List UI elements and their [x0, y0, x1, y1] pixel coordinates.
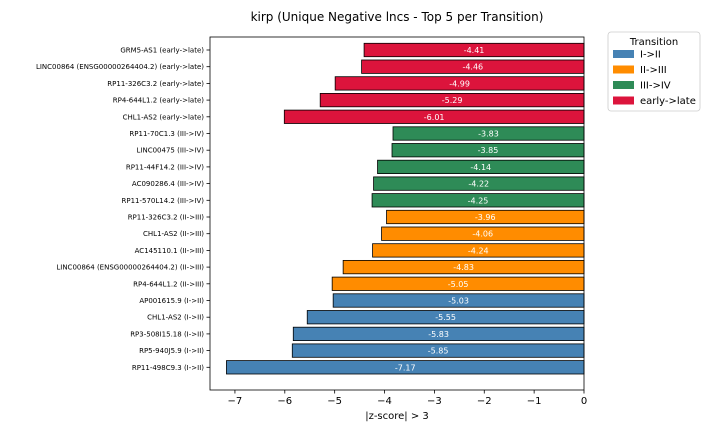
legend-entries: I->II II->III III->IV early->late [613, 50, 696, 107]
y-tick-label: RP3-508I15.18 (I->II) [130, 330, 204, 338]
bar-value-label: -7.17 [395, 363, 416, 372]
x-tick-label: −3 [427, 396, 442, 407]
y-tick-label: CHL1-AS2 (II->III) [143, 230, 204, 238]
x-tick-label: −2 [477, 396, 492, 407]
y-tick-label: AP001615.9 (I->II) [139, 297, 204, 305]
y-tick-label: GRM5-AS1 (early->late) [120, 47, 204, 55]
x-axis-label: |z-score| > 3 [365, 411, 429, 422]
legend-entry-label: I->II [640, 50, 661, 61]
x-tick-label: 0 [581, 396, 587, 407]
legend-swatch [613, 96, 634, 105]
chart-title: kirp (Unique Negative lncs - Top 5 per T… [251, 10, 544, 24]
bar-value-label: -5.83 [428, 330, 449, 339]
bar-value-label: -4.99 [449, 79, 470, 88]
y-tick-label: CHL1-AS2 (I->II) [147, 314, 204, 322]
bar-value-label: -5.85 [428, 347, 449, 356]
bar-value-label: -4.25 [468, 196, 489, 205]
legend-entry-label: early->late [640, 96, 696, 107]
y-tick-label: CHL1-AS2 (early->late) [123, 113, 205, 121]
x-axis: −7 −6 −5 −4 −3 −2 −1 0 [228, 390, 587, 407]
y-axis: GRM5-AS1 (early->late) LINC00864 (ENSG000… [36, 47, 210, 372]
bar-value-label: -4.46 [462, 63, 483, 72]
y-tick-label: RP11-326C3.2 (early->late) [107, 80, 204, 88]
legend-swatch [613, 50, 634, 58]
x-tick-label: −1 [527, 396, 542, 407]
y-tick-label: RP5-940J5.9 (I->II) [139, 347, 204, 355]
legend-swatch [613, 81, 634, 89]
legend-swatch [613, 65, 634, 74]
bar-value-label: -5.29 [442, 96, 463, 105]
bar-value-label: -4.22 [468, 180, 489, 189]
y-tick-label: RP11-326C3.2 (II->III) [128, 214, 205, 222]
y-tick-label: RP4-644L1.2 (II->III) [133, 280, 204, 288]
bar-value-label: -5.55 [435, 313, 456, 322]
legend-entry-label: III->IV [640, 81, 671, 92]
y-tick-label: RP11-44F14.2 (III->IV) [126, 163, 204, 171]
y-tick-label: LINC00864 (ENSG00000264404.2) (early->la… [36, 63, 204, 71]
bar-value-label: -4.24 [468, 246, 489, 255]
y-tick-label: LINC00864 (ENSG00000264404.2) (II->III) [56, 264, 204, 272]
y-tick-label: AC090286.4 (III->IV) [132, 180, 204, 188]
bar-value-label: -4.14 [470, 163, 491, 172]
y-tick-label: RP11-498C9.3 (I->II) [132, 364, 204, 372]
bar-value-label: -3.83 [478, 130, 499, 139]
value-labels-layer: -4.41 -4.46 -4.99 -5.29 -6.01 -3.83 -3.85 -4.14… [395, 46, 499, 372]
bar-value-label: -5.05 [448, 280, 469, 289]
bar-value-label: -3.96 [475, 213, 496, 222]
y-tick-label: AC145110.1 (II->III) [135, 247, 205, 255]
legend-title: Transition [629, 37, 678, 48]
x-tick-label: −5 [327, 396, 342, 407]
y-tick-label: RP11-570L14.2 (III->IV) [122, 197, 205, 205]
bar-value-label: -5.03 [448, 297, 469, 306]
y-tick-label: RP4-644L1.2 (early->late) [113, 97, 205, 105]
bar-value-label: -4.83 [453, 263, 474, 272]
legend: Transition I->II II->III III->IV early->lat… [607, 31, 701, 112]
bar-value-label: -4.41 [464, 46, 485, 55]
bar-value-label: -6.01 [424, 113, 445, 122]
bar-value-label: -4.06 [472, 230, 493, 239]
x-tick-label: −6 [277, 396, 292, 407]
bars-layer [226, 42, 585, 375]
legend-entry-label: II->III [640, 65, 667, 76]
y-tick-label: LINC00475 (III->IV) [137, 147, 205, 155]
bar-value-label: -3.85 [478, 146, 499, 155]
plot-frame [209, 36, 585, 391]
x-tick-label: −7 [228, 396, 243, 407]
x-tick-label: −4 [377, 396, 392, 407]
y-tick-label: RP11-70C1.3 (III->IV) [129, 130, 204, 138]
